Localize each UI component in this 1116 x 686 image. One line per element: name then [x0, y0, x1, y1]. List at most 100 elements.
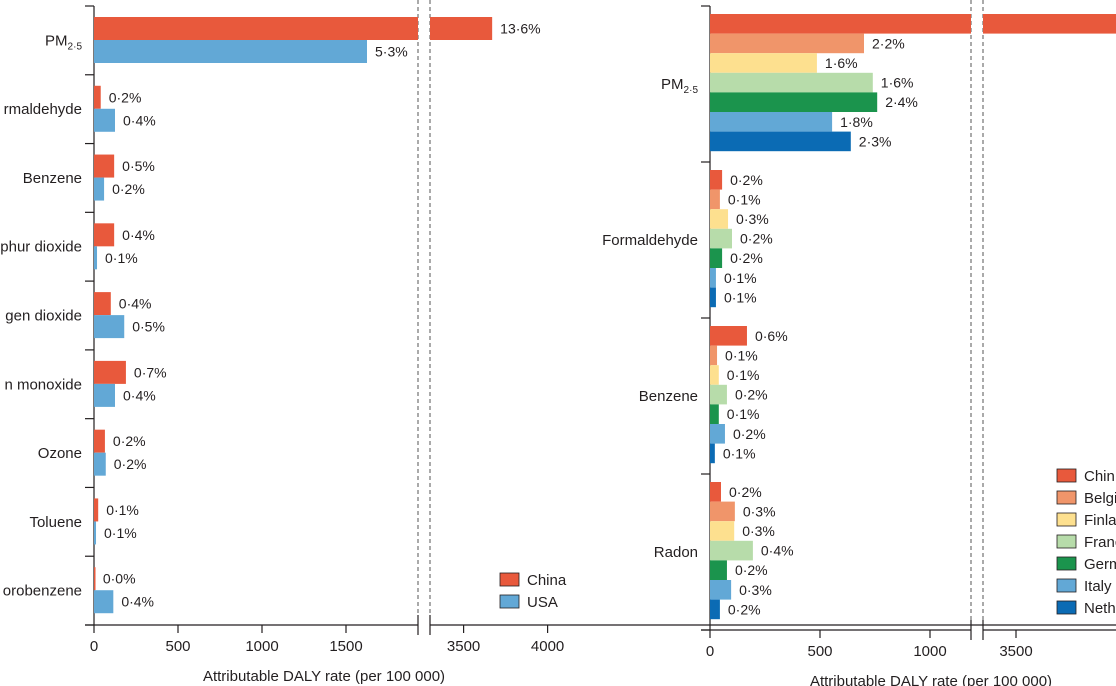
bar-finla	[710, 209, 729, 229]
bar-chin-continued	[983, 14, 1116, 34]
data-label: 0·1%	[727, 367, 760, 383]
bar-usa	[94, 177, 105, 201]
legend-label: Belgi	[1084, 490, 1116, 507]
legend-label: China	[527, 572, 567, 589]
x-axis-title: Attributable DALY rate (per 100 000)	[810, 673, 1052, 686]
data-label: 0·1%	[106, 502, 139, 518]
data-label: 0·4%	[122, 227, 155, 243]
bar-usa	[94, 315, 125, 339]
bar-germ	[710, 560, 727, 580]
legend-label: Chin	[1084, 468, 1115, 485]
bar-belgi	[710, 189, 720, 210]
legend-swatch-china	[499, 572, 520, 587]
data-label: 0·2%	[735, 387, 768, 403]
bar-belgi	[710, 33, 864, 54]
bar-neth	[710, 287, 716, 308]
bar-italy	[710, 112, 833, 132]
x-tick-label: 0	[90, 638, 98, 655]
bar-china	[94, 154, 115, 178]
x-tick-label: 500	[165, 638, 190, 655]
data-label: 1·8%	[840, 114, 873, 130]
data-label: 0·1%	[727, 406, 760, 422]
data-label: 0·4%	[121, 594, 154, 610]
data-label: 0·6%	[755, 328, 788, 344]
data-label: 0·4%	[119, 296, 152, 312]
category-label: Toluene	[29, 514, 82, 531]
bar-china	[94, 85, 101, 109]
bar-italy	[710, 424, 725, 444]
x-tick-label: 500	[807, 643, 832, 660]
data-label: 0·1%	[725, 347, 758, 363]
data-label: 1·6%	[825, 55, 858, 71]
data-label: 5·3%	[375, 44, 408, 60]
bar-chin	[710, 170, 723, 190]
category-label: Radon	[654, 544, 698, 561]
data-label: 0·3%	[742, 523, 775, 539]
data-label: 0·2%	[728, 601, 761, 617]
data-label: 0·2%	[114, 456, 147, 472]
bar-chin	[710, 14, 971, 34]
bar-usa	[94, 521, 97, 545]
bar-usa	[94, 108, 115, 132]
data-label: 0·2%	[735, 562, 768, 578]
category-label: Ozone	[38, 445, 82, 462]
category-label: phur dioxide	[0, 239, 82, 256]
data-label: 0·2%	[740, 231, 773, 247]
bar-usa	[94, 40, 367, 63]
x-tick-label: 0	[706, 643, 714, 660]
bar-belgi	[710, 345, 718, 366]
bar-usa	[94, 590, 114, 614]
data-label: 0·2%	[730, 250, 763, 266]
data-label: 0·2%	[733, 426, 766, 442]
bar-germ	[710, 92, 878, 112]
bar-china	[94, 292, 111, 316]
data-label: 0·1%	[105, 250, 138, 266]
bar-italy	[710, 268, 716, 288]
bar-china	[94, 360, 126, 384]
bar-italy	[710, 580, 732, 600]
legend-label: Neth	[1084, 600, 1116, 617]
bar-belgi	[710, 501, 735, 522]
data-label: 0·1%	[104, 525, 137, 541]
data-label: 0·1%	[724, 289, 757, 305]
x-tick-label: 1000	[245, 638, 278, 655]
x-tick-label: 3500	[999, 643, 1032, 660]
legend-swatch-franc	[1056, 534, 1077, 549]
data-label: 0·2%	[113, 433, 146, 449]
bar-china	[94, 498, 99, 522]
category-label: PM2·5	[661, 76, 698, 96]
data-label: 13·6%	[500, 21, 540, 37]
legend-swatch-belgi	[1056, 490, 1077, 505]
bar-neth	[710, 131, 851, 152]
bar-franc	[710, 384, 727, 405]
bar-franc	[710, 540, 753, 561]
data-label: 0·1%	[728, 191, 761, 207]
data-label: 0·4%	[761, 543, 794, 559]
bar-franc	[710, 228, 732, 249]
data-label: 0·2%	[109, 89, 142, 105]
bar-china	[94, 567, 96, 591]
legend-swatch-usa	[499, 594, 520, 609]
data-label: 0·0%	[103, 571, 136, 587]
bar-chin	[710, 326, 747, 346]
legend: Chin Belgi Finla Franc Germ Italy Neth	[1056, 468, 1116, 617]
bar-china	[94, 223, 115, 247]
data-label: 1·6%	[881, 75, 914, 91]
x-tick-label: 3500	[447, 638, 480, 655]
legend-swatch-chin	[1056, 468, 1077, 483]
category-label: orobenzene	[3, 583, 82, 600]
data-label: 0·3%	[739, 582, 772, 598]
category-label: PM2·5	[45, 32, 82, 52]
data-label: 0·4%	[123, 387, 156, 403]
legend-label: Franc	[1084, 534, 1116, 551]
data-label: 0·5%	[122, 158, 155, 174]
bar-finla	[710, 365, 719, 385]
bar-finla	[710, 521, 735, 541]
bar-china	[94, 429, 105, 453]
data-label: 0·2%	[730, 172, 763, 188]
bar-china-continued	[430, 17, 493, 40]
data-label: 0·5%	[132, 319, 165, 335]
bar-neth	[710, 443, 715, 464]
